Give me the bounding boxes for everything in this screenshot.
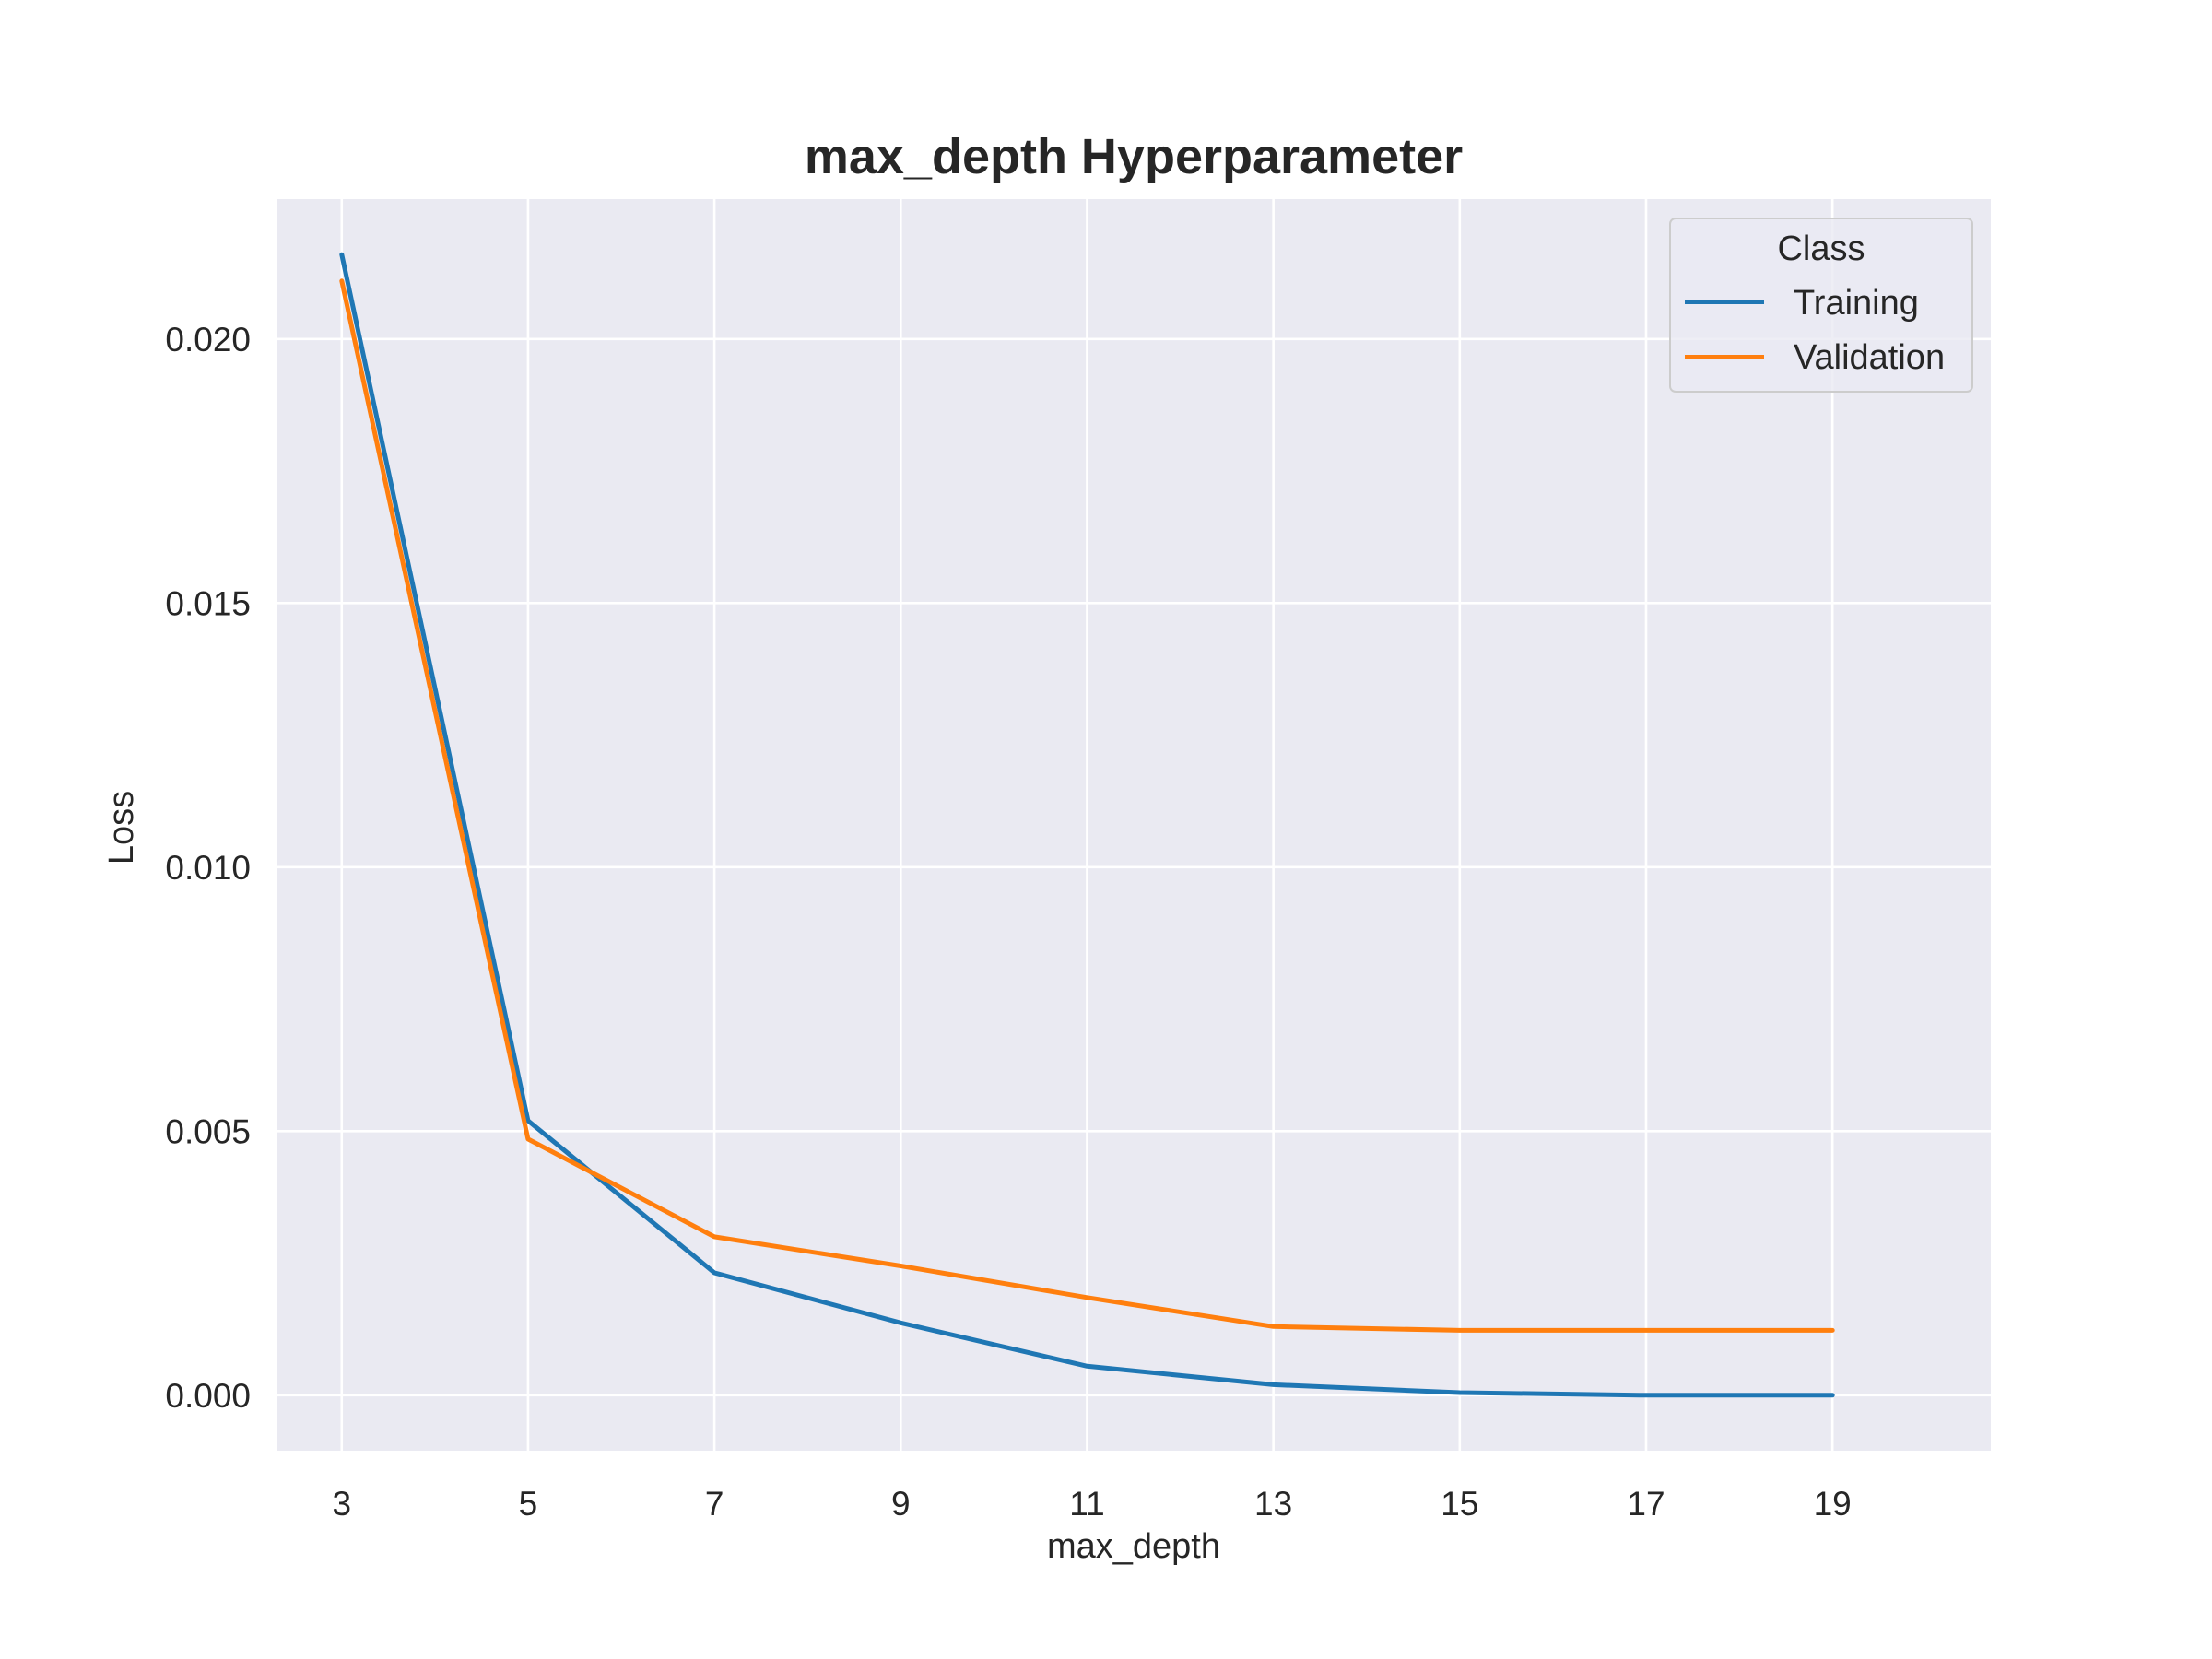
x-gridlines (340, 199, 1834, 1451)
legend-title: Class (1777, 229, 1865, 268)
x-tick-label: 19 (1814, 1485, 1852, 1523)
y-axis-label: Loss (102, 791, 141, 865)
y-tick-label: 0.005 (165, 1112, 251, 1150)
legend-box (1669, 218, 1973, 393)
x-tick-labels: 3 5 7 9 11 13 15 17 19 (332, 1485, 1851, 1523)
series-line-validation (339, 278, 1835, 1333)
x-tick-label: 17 (1627, 1485, 1665, 1523)
x-tick-label: 13 (1254, 1485, 1292, 1523)
legend-label-validation: Validation (1794, 338, 1945, 377)
plot-background (276, 199, 1991, 1451)
y-tick-label: 0.020 (165, 321, 251, 359)
x-tick-label: 15 (1441, 1485, 1478, 1523)
legend-label-training: Training (1794, 284, 1919, 323)
x-tick-label: 7 (705, 1485, 724, 1523)
y-tick-label: 0.010 (165, 849, 251, 887)
x-tick-label: 9 (891, 1485, 911, 1523)
x-tick-label: 3 (332, 1485, 351, 1523)
series-layer (339, 252, 1835, 1398)
x-axis-label: max_depth (1047, 1527, 1220, 1566)
y-tick-labels: 0.000 0.005 0.010 0.015 0.020 (165, 321, 251, 1415)
y-tick-label: 0.000 (165, 1377, 251, 1415)
chart-title: max_depth Hyperparameter (805, 129, 1463, 184)
x-tick-label: 5 (519, 1485, 538, 1523)
legend: Class Training Validation (1669, 218, 1973, 393)
y-tick-label: 0.015 (165, 584, 251, 622)
x-tick-label: 11 (1069, 1485, 1104, 1523)
